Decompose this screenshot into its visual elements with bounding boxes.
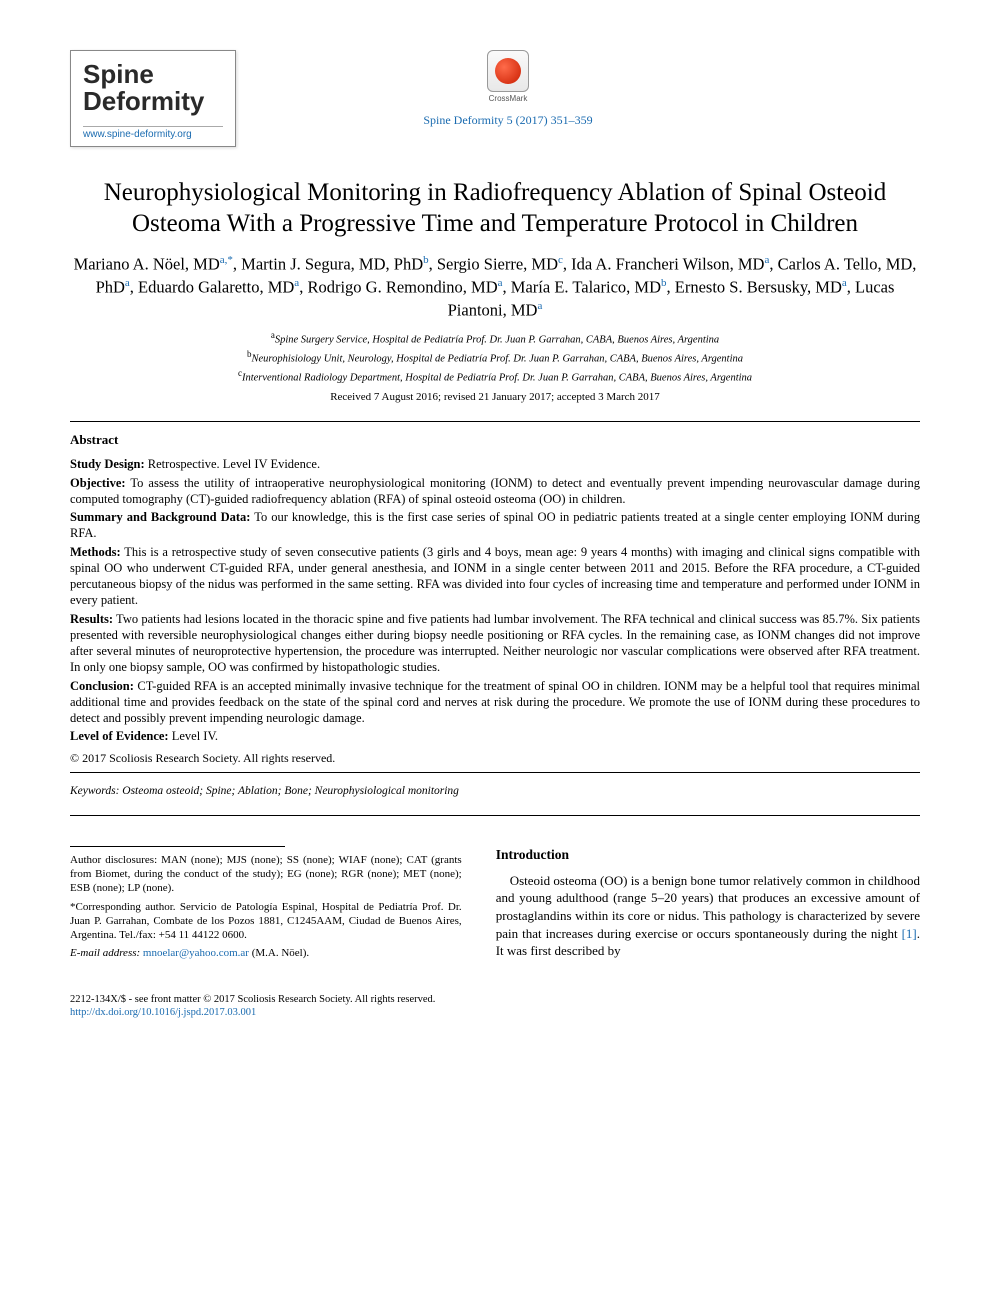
affiliation-b: Neurophisiology Unit, Neurology, Hospita… <box>251 354 743 365</box>
loe-text: Level IV. <box>169 729 218 743</box>
conclusion-label: Conclusion: <box>70 679 134 693</box>
study-design-text: Retrospective. Level IV Evidence. <box>145 457 320 471</box>
email-label: E-mail address: <box>70 947 143 959</box>
article-title: Neurophysiological Monitoring in Radiofr… <box>70 177 920 240</box>
divider <box>70 772 920 773</box>
author-disclosures: Author disclosures: MAN (none); MJS (non… <box>70 853 462 896</box>
abstract-body: Study Design: Retrospective. Level IV Ev… <box>70 456 920 744</box>
footnote-rule <box>70 846 285 847</box>
author-list: Mariano A. Nöel, MDa,*, Martin J. Segura… <box>70 253 920 321</box>
methods-text: This is a retrospective study of seven c… <box>70 545 920 608</box>
divider <box>70 421 920 422</box>
results-text: Two patients had lesions located in the … <box>70 612 920 675</box>
crossmark-badge[interactable]: CrossMark <box>487 50 529 103</box>
reference-link-1[interactable]: [1] <box>902 926 917 941</box>
corresponding-author: *Corresponding author. Servicio de Patol… <box>70 900 462 943</box>
footer-copyright: 2212-134X/$ - see front matter © 2017 Sc… <box>70 993 920 1007</box>
article-dates: Received 7 August 2016; revised 21 Janua… <box>70 391 920 403</box>
abstract-copyright: © 2017 Scoliosis Research Society. All r… <box>70 751 920 766</box>
intro-text-pre: Osteoid osteoma (OO) is a benign bone tu… <box>496 873 920 941</box>
page-footer: 2212-134X/$ - see front matter © 2017 Sc… <box>70 993 920 1020</box>
background-label: Summary and Background Data: <box>70 510 250 524</box>
doi-link[interactable]: http://dx.doi.org/10.1016/j.jspd.2017.03… <box>70 1007 256 1018</box>
journal-cover-box: Spine Deformity www.spine-deformity.org <box>70 50 236 147</box>
affiliation-a: Spine Surgery Service, Hospital de Pedia… <box>275 335 719 346</box>
keywords-line: Keywords: Osteoma osteoid; Spine; Ablati… <box>70 785 920 797</box>
email-author: (M.A. Nöel). <box>249 947 309 959</box>
introduction-column: Introduction Osteoid osteoma (OO) is a b… <box>496 846 920 965</box>
footnotes-column: Author disclosures: MAN (none); MJS (non… <box>70 846 462 965</box>
objective-label: Objective: <box>70 476 126 490</box>
email-link[interactable]: mnoelar@yahoo.com.ar <box>143 947 249 959</box>
keywords-text: Osteoma osteoid; Spine; Ablation; Bone; … <box>119 785 459 797</box>
divider <box>70 815 920 816</box>
study-design-label: Study Design: <box>70 457 145 471</box>
affiliations: aSpine Surgery Service, Hospital de Pedi… <box>70 329 920 385</box>
journal-name: Spine Deformity <box>83 61 223 116</box>
introduction-heading: Introduction <box>496 846 920 864</box>
keywords-label: Keywords: <box>70 785 119 797</box>
affiliation-c: Interventional Radiology Department, Hos… <box>242 372 752 383</box>
results-label: Results: <box>70 612 113 626</box>
abstract-heading: Abstract <box>70 432 920 448</box>
objective-text: To assess the utility of intraoperative … <box>70 476 920 506</box>
journal-url[interactable]: www.spine-deformity.org <box>83 126 223 140</box>
loe-label: Level of Evidence: <box>70 729 169 743</box>
citation-line: Spine Deformity 5 (2017) 351–359 <box>236 113 780 128</box>
conclusion-text: CT-guided RFA is an accepted minimally i… <box>70 679 920 726</box>
methods-label: Methods: <box>70 545 121 559</box>
crossmark-label: CrossMark <box>487 94 529 103</box>
